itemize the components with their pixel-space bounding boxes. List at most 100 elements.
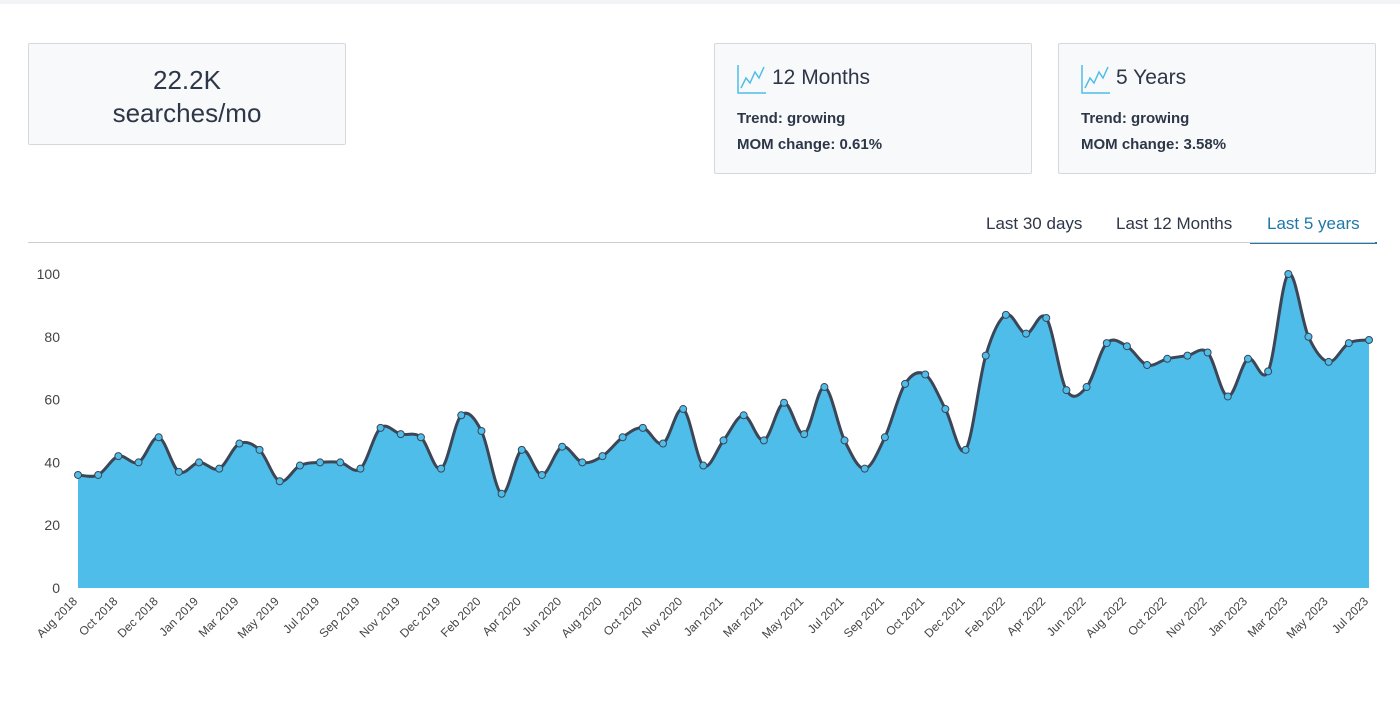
x-tick-label: Feb 2020 xyxy=(438,594,484,640)
x-tick-label: Dec 2018 xyxy=(115,594,161,640)
summary-card: 22.2K searches/mo xyxy=(28,43,346,145)
data-point xyxy=(437,464,446,473)
card-title: 12 Months xyxy=(772,66,871,89)
data-point xyxy=(497,489,506,498)
x-tick-label: May 2023 xyxy=(1284,594,1331,641)
data-point xyxy=(598,452,607,461)
data-point xyxy=(1324,357,1333,366)
card-mom: MOM change: 3.58% xyxy=(1081,136,1227,153)
data-point xyxy=(860,464,869,473)
data-point xyxy=(699,461,708,470)
data-point xyxy=(376,423,385,432)
data-point xyxy=(1022,329,1031,338)
data-point xyxy=(255,445,264,454)
x-tick-label: Oct 2020 xyxy=(601,594,646,639)
data-point xyxy=(1122,342,1131,351)
data-point xyxy=(638,423,647,432)
data-point xyxy=(800,430,809,439)
trend-icon xyxy=(1081,65,1110,94)
x-tick-label: Apr 2022 xyxy=(1004,594,1049,639)
data-point xyxy=(1102,339,1111,348)
x-tick-label: Feb 2022 xyxy=(962,594,1008,640)
x-tick-label: Jun 2020 xyxy=(519,594,564,639)
data-point xyxy=(457,411,466,420)
data-point xyxy=(719,436,728,445)
data-point xyxy=(679,405,688,414)
data-point xyxy=(780,398,789,407)
data-point xyxy=(1203,348,1212,357)
data-point xyxy=(840,436,849,445)
x-tick-label: Oct 2022 xyxy=(1125,594,1170,639)
x-tick-label: Jan 2019 xyxy=(156,594,201,639)
data-point xyxy=(1264,367,1273,376)
x-tick-label: Sep 2019 xyxy=(316,594,362,640)
x-tick-label: Aug 2018 xyxy=(34,594,80,640)
data-point xyxy=(981,351,990,360)
data-point xyxy=(537,470,546,479)
data-point xyxy=(1062,386,1071,395)
trend-card: 12 Months Trend: growing MOM change: 0.6… xyxy=(714,43,1032,174)
data-point xyxy=(517,445,526,454)
card-mom: MOM change: 0.61% xyxy=(737,136,883,153)
card-trend: Trend: growing xyxy=(737,110,846,127)
data-point xyxy=(1042,313,1051,322)
data-point xyxy=(1365,335,1373,344)
data-point xyxy=(154,433,163,442)
data-point xyxy=(74,470,82,479)
data-point xyxy=(356,464,365,473)
data-point xyxy=(941,405,950,414)
data-point xyxy=(921,370,930,379)
tab[interactable]: Last 12 Months xyxy=(1116,214,1233,233)
data-point xyxy=(739,411,748,420)
x-tick-label: May 2021 xyxy=(759,594,806,641)
data-point xyxy=(174,467,183,476)
x-tick-label: Oct 2018 xyxy=(76,594,121,639)
data-point xyxy=(114,452,123,461)
x-tick-label: May 2019 xyxy=(235,594,282,641)
x-tick-label: Jan 2023 xyxy=(1205,594,1250,639)
x-tick-label: Mar 2021 xyxy=(720,594,766,640)
data-point xyxy=(235,439,244,448)
x-tick-label: Oct 2021 xyxy=(883,594,928,639)
card-title: 5 Years xyxy=(1116,66,1187,89)
y-tick-label: 60 xyxy=(44,392,60,408)
y-tick-label: 100 xyxy=(37,266,61,282)
data-point xyxy=(1001,310,1010,319)
card-trend: Trend: growing xyxy=(1081,110,1190,127)
data-point xyxy=(477,427,486,435)
data-point xyxy=(94,470,103,479)
y-tick-label: 80 xyxy=(44,329,60,345)
x-tick-label: Sep 2021 xyxy=(841,594,887,640)
data-point xyxy=(820,383,829,392)
data-point xyxy=(578,458,587,467)
x-tick-label: Mar 2023 xyxy=(1245,594,1291,640)
summary-value: 22.2K xyxy=(153,65,221,95)
data-point xyxy=(295,461,304,470)
x-tick-label: Jan 2021 xyxy=(681,594,726,639)
data-point xyxy=(1243,354,1252,363)
tab[interactable]: Last 5 years xyxy=(1250,210,1377,244)
x-tick-label: Dec 2021 xyxy=(921,594,967,640)
data-point xyxy=(1223,392,1232,401)
data-point xyxy=(275,477,284,486)
data-point xyxy=(1344,339,1353,348)
data-point xyxy=(880,433,889,442)
data-point xyxy=(618,433,627,442)
data-point xyxy=(1163,354,1172,363)
data-point xyxy=(759,436,768,445)
tab[interactable]: Last 30 days xyxy=(986,214,1083,233)
data-point xyxy=(134,458,143,467)
tab-divider xyxy=(28,242,1375,243)
x-tick-label: Jun 2022 xyxy=(1044,594,1089,639)
data-point xyxy=(416,433,425,442)
summary-unit: searches/mo xyxy=(112,98,262,128)
x-tick-label: Nov 2022 xyxy=(1164,594,1210,640)
data-point xyxy=(1304,332,1313,341)
area xyxy=(78,273,1369,588)
data-point xyxy=(961,445,970,454)
x-tick-label: Nov 2019 xyxy=(357,594,403,640)
data-point xyxy=(558,442,567,451)
y-tick-label: 0 xyxy=(52,580,60,596)
